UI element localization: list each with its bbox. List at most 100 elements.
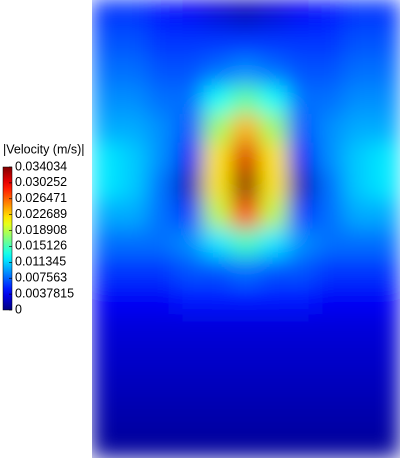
- cell: [175, 400, 205, 430]
- colorbar-tick-label: 0.030252: [15, 175, 67, 189]
- cell: [287, 257, 317, 287]
- cell: [92, 0, 121, 30]
- cell: [231, 400, 261, 430]
- cell: [343, 114, 373, 144]
- cell: [259, 171, 289, 201]
- cell: [287, 285, 317, 316]
- cell: [147, 428, 177, 458]
- cell: [371, 0, 400, 30]
- cell: [231, 114, 261, 144]
- cell: [203, 85, 233, 115]
- cell: [119, 228, 149, 259]
- cell: [231, 56, 261, 87]
- cell: [287, 28, 317, 58]
- cell: [343, 142, 373, 173]
- cell: [371, 114, 400, 144]
- cell: [203, 343, 233, 373]
- cell: [371, 56, 400, 87]
- cell: [147, 371, 177, 402]
- cell: [231, 85, 261, 115]
- cell: [203, 0, 233, 30]
- cell: [259, 228, 289, 259]
- cell: [287, 400, 317, 430]
- cell: [119, 85, 149, 115]
- cell: [259, 199, 289, 230]
- cell: [343, 314, 373, 344]
- cell: [343, 257, 373, 287]
- cell: [231, 285, 261, 316]
- cell: [119, 343, 149, 373]
- cell: [259, 371, 289, 402]
- cell: [147, 199, 177, 230]
- cell: [371, 428, 400, 458]
- cell: [343, 56, 373, 87]
- cell: [315, 56, 345, 87]
- cell: [343, 28, 373, 58]
- cell: [92, 314, 121, 344]
- cell: [287, 314, 317, 344]
- cell: [203, 56, 233, 87]
- cell: [147, 400, 177, 430]
- cell: [203, 314, 233, 344]
- cell: [259, 85, 289, 115]
- cell: [175, 85, 205, 115]
- cell: [343, 428, 373, 458]
- cell: [92, 285, 121, 316]
- cell: [259, 114, 289, 144]
- cell: [203, 199, 233, 230]
- cell: [203, 142, 233, 173]
- cell: [175, 199, 205, 230]
- cell: [343, 285, 373, 316]
- cell: [147, 285, 177, 316]
- colorbar-tick-label: 0.022689: [15, 207, 67, 221]
- cell: [315, 285, 345, 316]
- cell: [175, 314, 205, 344]
- cell: [119, 142, 149, 173]
- cell: [175, 0, 205, 30]
- cell: [119, 199, 149, 230]
- colorbar-tick-label: 0: [15, 302, 22, 316]
- colorbar-tick-label: 0.026471: [15, 191, 67, 205]
- cell: [343, 371, 373, 402]
- cell: [259, 285, 289, 316]
- cell: [315, 114, 345, 144]
- cell: [231, 199, 261, 230]
- colorbar: [2, 166, 13, 311]
- cell: [147, 314, 177, 344]
- cell: [315, 0, 345, 30]
- cell: [175, 142, 205, 173]
- cell: [371, 85, 400, 115]
- cell: [203, 257, 233, 287]
- cell: [92, 228, 121, 259]
- cell: [92, 257, 121, 287]
- cell: [343, 171, 373, 201]
- cell: [147, 343, 177, 373]
- cell: [203, 371, 233, 402]
- cell: [371, 285, 400, 316]
- cell: [315, 199, 345, 230]
- cell: [119, 171, 149, 201]
- cell: [203, 428, 233, 458]
- cell: [287, 228, 317, 259]
- cell: [147, 85, 177, 115]
- cell: [259, 400, 289, 430]
- cell: [343, 343, 373, 373]
- cell: [343, 199, 373, 230]
- cell: [175, 343, 205, 373]
- cell: [231, 371, 261, 402]
- cell: [119, 371, 149, 402]
- cell: [231, 171, 261, 201]
- cell: [175, 428, 205, 458]
- cell: [259, 56, 289, 87]
- cell: [343, 228, 373, 259]
- cell: [92, 371, 121, 402]
- cell: [231, 228, 261, 259]
- cell: [92, 142, 121, 173]
- cell: [287, 56, 317, 87]
- cell: [92, 114, 121, 144]
- cell: [315, 142, 345, 173]
- cell: [231, 0, 261, 30]
- cell: [175, 228, 205, 259]
- cell: [371, 371, 400, 402]
- cell: [371, 314, 400, 344]
